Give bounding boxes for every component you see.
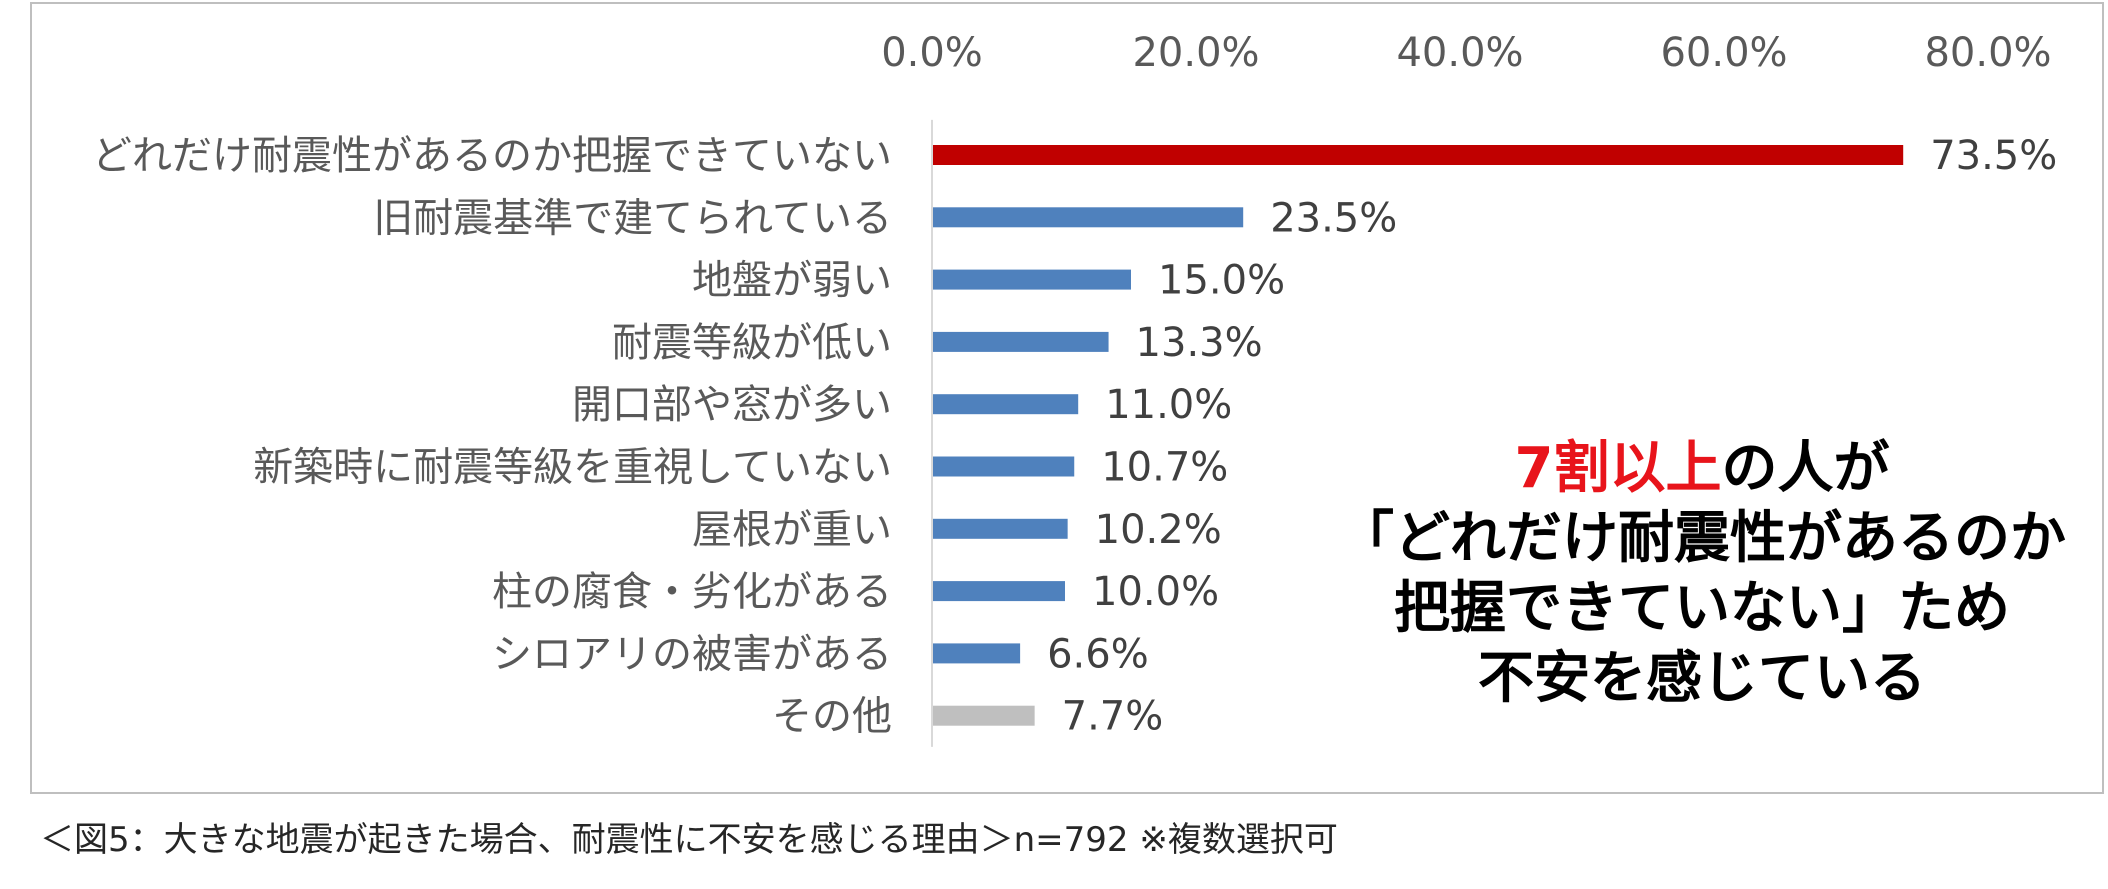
data-label: 6.6% — [1047, 631, 1149, 677]
bar — [933, 518, 1068, 539]
bar — [933, 456, 1075, 477]
bar — [933, 207, 1244, 228]
callout-line-3: 把握できていない」ため — [1394, 576, 2010, 641]
category-label: その他 — [772, 694, 892, 740]
data-label: 7.7% — [1062, 694, 1164, 740]
figure-caption: ＜図5：大きな地震が起きた場合、耐震性に不安を感じる理由＞n=792 ※複数選択… — [40, 820, 1338, 860]
data-label: 10.2% — [1095, 507, 1222, 553]
callout-line-2: 「どれだけ耐震性があるのか — [1338, 506, 2066, 571]
bar — [933, 269, 1131, 290]
category-label: シロアリの被害がある — [492, 631, 892, 677]
callout-line-1: 7割以上の人が — [1332, 434, 2072, 504]
callout-line-4: 不安を感じている — [1478, 646, 1926, 711]
callout-line-1-rest: の人が — [1721, 436, 1890, 501]
category-label: 耐震等級が低い — [612, 320, 892, 366]
callout-accent: 7割以上 — [1514, 436, 1722, 501]
data-label: 73.5% — [1930, 133, 2057, 179]
bar — [933, 331, 1109, 352]
bar — [933, 581, 1065, 602]
category-label: 柱の腐食・劣化がある — [492, 569, 892, 615]
x-tick-label: 20.0% — [1132, 30, 1259, 76]
data-label: 15.0% — [1158, 258, 1285, 304]
bar — [933, 643, 1021, 664]
x-tick-label: 60.0% — [1660, 30, 1787, 76]
x-tick-label: 80.0% — [1924, 30, 2051, 76]
bar — [933, 705, 1035, 726]
bar — [933, 394, 1079, 415]
category-label: 屋根が重い — [692, 507, 892, 553]
x-tick-label: 0.0% — [881, 30, 983, 76]
callout-text: 7割以上の人が 「どれだけ耐震性があるのか 把握できていない」ため 不安を感じて… — [1332, 434, 2072, 714]
data-label: 10.0% — [1092, 569, 1219, 615]
x-tick-label: 40.0% — [1396, 30, 1523, 76]
data-label: 23.5% — [1270, 195, 1397, 241]
data-label: 11.0% — [1105, 382, 1232, 428]
bar — [933, 145, 1904, 165]
category-label: 新築時に耐震等級を重視していない — [253, 445, 892, 491]
bar-chart: 0.0% 20.0% 40.0% 60.0% 80.0% どれだけ耐震性があるのか把握で… — [92, 30, 2057, 747]
category-label: 地盤が弱い — [692, 258, 892, 304]
category-label: どれだけ耐震性があるのか把握できていない — [92, 133, 892, 179]
category-label: 旧耐震基準で建てられている — [373, 195, 892, 241]
data-label: 10.7% — [1101, 445, 1228, 491]
data-label: 13.3% — [1136, 320, 1263, 366]
chart-frame: 0.0% 20.0% 40.0% 60.0% 80.0% どれだけ耐震性があるのか把握で… — [30, 2, 2104, 794]
category-label: 開口部や窓が多い — [572, 382, 892, 428]
